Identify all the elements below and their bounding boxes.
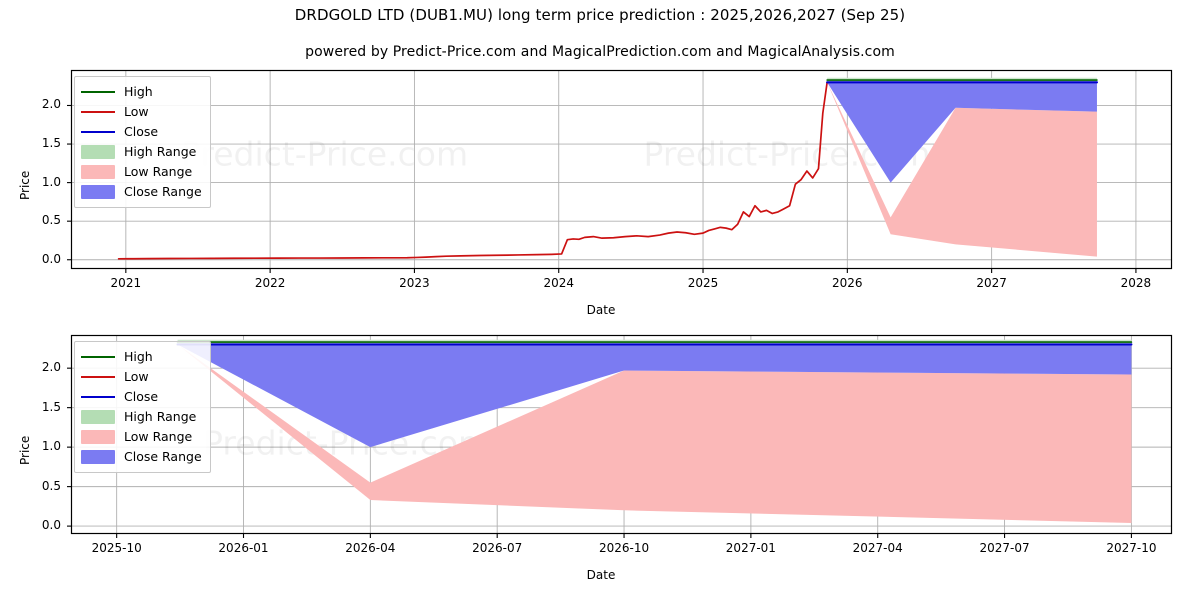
top-legend-label: Low (124, 103, 149, 119)
bottom-legend-label: High Range (124, 408, 197, 424)
top-xtick-label: 2024 (543, 276, 574, 290)
bottom-legend-swatch-line-icon (81, 370, 115, 384)
top-plot-frame (70, 69, 1173, 270)
top-xtick-label: 2028 (1120, 276, 1152, 290)
top-xtick-label: 2026 (832, 276, 863, 290)
page-title: DRDGOLD LTD (DUB1.MU) long term price pr… (294, 6, 906, 24)
bottom-legend-item-close: Close (81, 387, 202, 407)
top-x-axis-label: Date (586, 303, 616, 317)
top-legend-item-high-range: High Range (81, 142, 202, 162)
bottom-legend-swatch-patch-icon (81, 430, 115, 444)
bottom-band-close-range (177, 344, 1132, 448)
bottom-legend-item-low-range: Low Range (81, 427, 202, 447)
bottom-xtick-label: 2027-01 (725, 541, 776, 555)
top-legend-label: Close (124, 123, 159, 139)
bottom-plot-frame (70, 334, 1173, 535)
bottom-legend-swatch-line-icon (81, 350, 115, 364)
bottom-legend-label: Low (124, 368, 149, 384)
bottom-legend-item-high: High (81, 347, 202, 367)
top-legend-item-low-range: Low Range (81, 162, 202, 182)
top-legend-swatch-patch-icon (81, 165, 115, 179)
top-legend-swatch-patch-icon (81, 185, 115, 199)
bottom-legend-swatch-patch-icon (81, 450, 115, 464)
bottom-xtick-label: 2027-07 (979, 541, 1030, 555)
top-band-low-range (827, 82, 1097, 257)
bottom-ytick-label: 2.0 (41, 360, 61, 375)
top-ytick-label: 1.0 (41, 174, 61, 189)
top-legend-label: Low Range (124, 163, 193, 179)
top-legend-label: High (124, 83, 153, 99)
bottom-legend-label: Low Range (124, 428, 193, 444)
bottom-xtick-label: 2026-04 (345, 541, 396, 555)
bottom-legend-swatch-patch-icon (81, 410, 115, 424)
top-xtick-label: 2025 (687, 276, 719, 290)
bottom-legend-item-low: Low (81, 367, 202, 387)
top-xtick-label: 2023 (399, 276, 430, 290)
bottom-xtick-label: 2027-04 (852, 541, 903, 555)
top-ytick-label: 1.5 (41, 136, 61, 151)
top-chart-legend: High Low Close High Range Low Range Close Ran… (74, 76, 211, 208)
top-legend-swatch-line-icon (81, 125, 115, 139)
bottom-ytick-label: 0.0 (41, 518, 61, 533)
top-xtick-label: 2027 (976, 276, 1007, 290)
bottom-xtick-label: 2025-10 (91, 541, 142, 555)
bottom-x-axis-label: Date (586, 568, 616, 582)
top-legend-label: Close Range (124, 183, 202, 199)
bottom-xtick-label: 2026-07 (472, 541, 523, 555)
top-xtick-label: 2022 (254, 276, 286, 290)
top-band-close-range (827, 82, 1097, 183)
top-xtick-label: 2021 (110, 276, 142, 290)
top-legend-item-close: Close (81, 122, 202, 142)
bottom-xtick-label: 2026-01 (218, 541, 269, 555)
bottom-ytick-label: 1.0 (41, 439, 61, 454)
top-legend-item-close-range: Close Range (81, 182, 202, 202)
bottom-legend-label: Close (124, 388, 159, 404)
top-ytick-label: 0.0 (41, 251, 61, 266)
top-ytick-label: 2.0 (41, 97, 61, 112)
bottom-legend-label: High (124, 348, 153, 364)
page-subtitle: powered by Predict-Price.com and Magical… (305, 44, 895, 60)
top-watermark: Predict-Price.com (181, 135, 468, 174)
bottom-xtick-label: 2027-10 (1106, 541, 1157, 555)
top-chart-svg: Predict-Price.com Predict-Price.com (67, 69, 1173, 273)
bottom-legend-item-close-range: Close Range (81, 447, 202, 467)
bottom-legend-item-high-range: High Range (81, 407, 202, 427)
bottom-legend-label: Close Range (124, 448, 202, 464)
top-legend-label: High Range (124, 143, 197, 159)
top-legend-swatch-line-icon (81, 85, 115, 99)
bottom-xtick-label: 2026-10 (598, 541, 650, 555)
top-chart-panel: Predict-Price.com Predict-Price.com (67, 69, 1173, 273)
top-ytick-label: 0.5 (41, 213, 61, 228)
top-legend-item-low: Low (81, 102, 202, 122)
bottom-legend-swatch-line-icon (81, 390, 115, 404)
top-legend-swatch-line-icon (81, 105, 115, 119)
bottom-chart-legend: High Low Close High Range Low Range Close Ran… (74, 341, 211, 473)
bottom-band-low-range (177, 344, 1132, 523)
top-legend-item-high: High (81, 82, 202, 102)
top-legend-swatch-patch-icon (81, 145, 115, 159)
bottom-ytick-label: 1.5 (41, 399, 61, 414)
top-series-low (117, 81, 828, 260)
bottom-ytick-label: 0.5 (41, 478, 61, 493)
